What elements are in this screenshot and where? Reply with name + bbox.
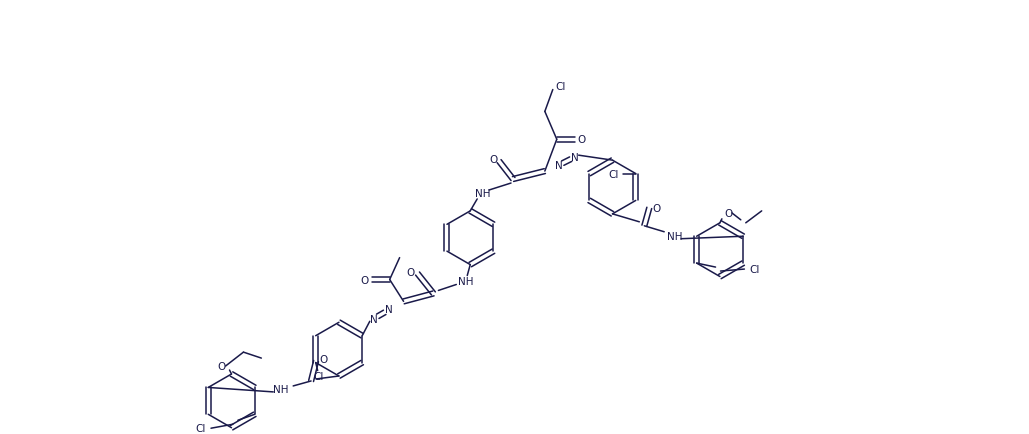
Text: NH: NH: [274, 384, 289, 394]
Text: Cl: Cl: [314, 372, 324, 381]
Text: O: O: [406, 267, 415, 277]
Text: O: O: [652, 204, 661, 214]
Text: O: O: [489, 155, 497, 165]
Text: Cl: Cl: [556, 81, 566, 91]
Text: Cl: Cl: [196, 423, 206, 433]
Text: N: N: [555, 161, 563, 171]
Text: Cl: Cl: [609, 169, 619, 179]
Text: N: N: [385, 305, 392, 315]
Text: NH: NH: [668, 231, 683, 241]
Text: NH: NH: [458, 276, 473, 286]
Text: O: O: [217, 361, 225, 371]
Text: N: N: [369, 315, 378, 325]
Text: O: O: [319, 354, 327, 364]
Text: NH: NH: [475, 188, 491, 198]
Text: N: N: [571, 153, 578, 163]
Text: O: O: [724, 208, 733, 218]
Text: Cl: Cl: [749, 264, 759, 274]
Text: O: O: [361, 275, 369, 285]
Text: O: O: [577, 135, 586, 145]
